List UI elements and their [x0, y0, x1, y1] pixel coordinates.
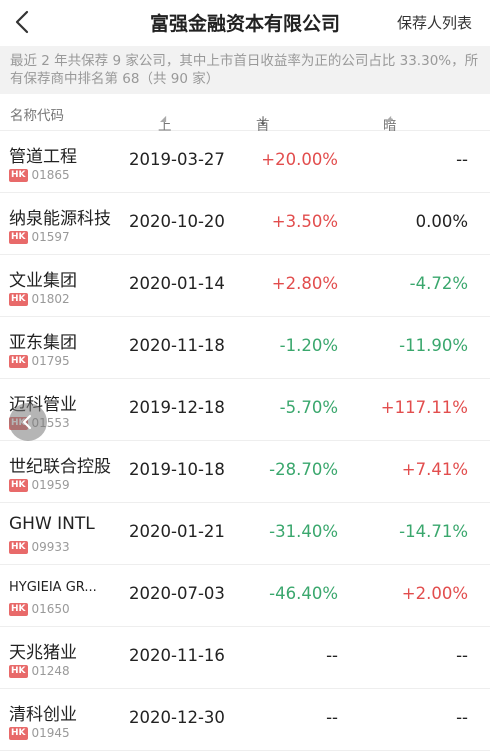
stock-code: HK 01248 [9, 664, 70, 678]
stock-name: 文业集团 [9, 271, 77, 291]
stock-name: HYGIEIA GR... [9, 580, 97, 595]
market-badge: HK [9, 230, 28, 244]
table-row[interactable]: 管道工程 HK 01865 2019-03-27 +20.00% -- [0, 131, 490, 193]
stock-code-number: 01248 [31, 664, 70, 678]
stock-name: 纳泉能源科技 [9, 209, 111, 229]
table-row[interactable]: 纳泉能源科技 HK 01597 2020-10-20 +3.50% 0.00% [0, 193, 490, 255]
market-badge: HK [9, 168, 28, 182]
first-day-change: -1.20% [279, 336, 338, 355]
dark-pool-change: +2.00% [401, 584, 468, 603]
stock-name: 天兆猪业 [9, 643, 77, 663]
header: 富强金融资本有限公司 保荐人列表 [0, 0, 490, 46]
stock-code: HK 01650 [9, 602, 70, 616]
stock-code-number: 01650 [31, 602, 70, 616]
stock-code-number: 09933 [31, 540, 70, 554]
sort-triangle-icon: ◢ [160, 114, 167, 123]
market-badge: HK [9, 292, 28, 306]
stock-code: HK 01597 [9, 230, 70, 244]
market-badge: HK [9, 602, 28, 616]
market-badge: HK [9, 664, 28, 678]
first-day-change: +20.00% [261, 150, 338, 169]
listing-date: 2020-01-21 [129, 522, 225, 541]
first-day-change: -46.40% [269, 584, 338, 603]
table-row[interactable]: 文业集团 HK 01802 2020-01-14 +2.80% -4.72% [0, 255, 490, 317]
stock-code: HK 01945 [9, 726, 70, 740]
dark-pool-change: 0.00% [415, 212, 468, 231]
sponsor-list-link[interactable]: 保荐人列表 [396, 14, 472, 32]
ipo-table: 管道工程 HK 01865 2019-03-27 +20.00% -- 纳泉能源科技 HK 01… [0, 131, 490, 751]
column-name-code: 名称代码 [10, 108, 64, 124]
stock-code-number: 01865 [31, 168, 70, 182]
summary-text: 最近 2 年共保荐 9 家公司，其中上市首日收益率为正的公司占比 33.30%，… [0, 46, 490, 94]
dark-pool-change: -- [456, 708, 468, 727]
listing-date: 2019-10-18 [129, 460, 225, 479]
stock-code: HK 09933 [9, 540, 70, 554]
sort-down-arrow-icon: ↓ [258, 114, 269, 128]
sort-triangle-icon: ◢ [385, 114, 392, 123]
page-title: 富强金融资本有限公司 [149, 13, 340, 35]
stock-name: 世纪联合控股 [9, 457, 111, 477]
stock-code-number: 01597 [31, 230, 70, 244]
chevron-left-icon [15, 10, 29, 34]
first-day-change: -28.70% [269, 460, 338, 479]
market-badge: HK [9, 354, 28, 368]
dark-pool-change: +117.11% [380, 398, 468, 417]
dark-pool-change: -4.72% [409, 274, 468, 293]
stock-code-number: 01795 [31, 354, 70, 368]
floating-back-button[interactable] [9, 403, 47, 441]
listing-date: 2019-12-18 [129, 398, 225, 417]
first-day-change: -- [326, 708, 338, 727]
dark-pool-change: +7.41% [401, 460, 468, 479]
stock-code: HK 01802 [9, 292, 70, 306]
table-row[interactable]: 天兆猪业 HK 01248 2020-11-16 -- -- [0, 627, 490, 689]
table-row[interactable]: HYGIEIA GR... HK 01650 2020-07-03 -46.40% +2.… [0, 565, 490, 627]
first-day-change: +2.80% [271, 274, 338, 293]
stock-code-number: 01945 [31, 726, 70, 740]
stock-code: HK 01865 [9, 168, 70, 182]
listing-date: 2020-12-30 [129, 708, 225, 727]
dark-pool-change: -14.71% [399, 522, 468, 541]
stock-name: GHW INTL [9, 514, 95, 534]
listing-date: 2020-07-03 [129, 584, 225, 603]
stock-code: HK 01795 [9, 354, 70, 368]
table-row[interactable]: 迈科管业HK015532019-12-18-5.70%+117.11% [0, 379, 490, 441]
table-row[interactable]: 亚东集团 HK 01795 2020-11-18 -1.20% -11.90% [0, 317, 490, 379]
stock-name: 清科创业 [9, 705, 77, 725]
listing-date: 2020-10-20 [129, 212, 225, 231]
dark-pool-change: -- [456, 150, 468, 169]
listing-date: 2020-11-16 [129, 646, 225, 665]
table-row[interactable]: GHW INTL HK 09933 2020-01-21 -31.40% -14.71% [0, 503, 490, 565]
stock-code-number: 01802 [31, 292, 70, 306]
listing-date: 2020-11-18 [129, 336, 225, 355]
back-button[interactable] [10, 7, 38, 37]
stock-code: HK 01959 [9, 478, 70, 492]
stock-name: 亚东集团 [9, 333, 77, 353]
table-row[interactable]: 清科创业 HK 01945 2020-12-30 -- -- [0, 689, 490, 751]
listing-date: 2020-01-14 [129, 274, 225, 293]
table-header: 名称代码 上市日期◢ 首日涨跌幅↓ 暗盘涨跌幅◢ [0, 94, 490, 214]
chevron-left-icon [22, 414, 32, 430]
stock-name: 管道工程 [9, 147, 77, 167]
table-row[interactable]: 世纪联合控股 HK 01959 2019-10-18 -28.70% +7.41% [0, 441, 490, 503]
listing-date: 2019-03-27 [129, 150, 225, 169]
market-badge: HK [9, 726, 28, 740]
market-badge: HK [9, 478, 28, 492]
first-day-change: -31.40% [269, 522, 338, 541]
first-day-change: -- [326, 646, 338, 665]
first-day-change: -5.70% [279, 398, 338, 417]
stock-code-number: 01959 [31, 478, 70, 492]
first-day-change: +3.50% [271, 212, 338, 231]
dark-pool-change: -- [456, 646, 468, 665]
market-badge: HK [9, 540, 28, 554]
dark-pool-change: -11.90% [399, 336, 468, 355]
